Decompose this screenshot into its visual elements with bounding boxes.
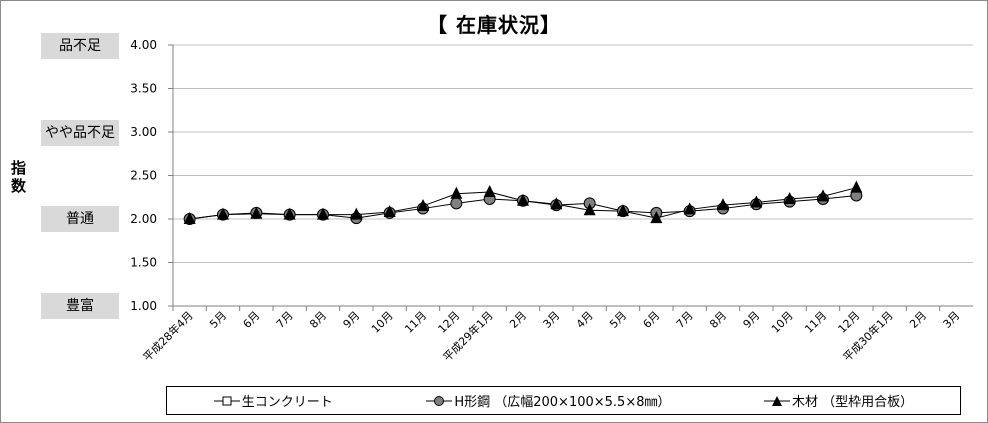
x-tick-label: 5月 xyxy=(207,309,229,331)
x-tick-label: 12月 xyxy=(836,309,863,336)
x-tick-label: 9月 xyxy=(341,309,363,331)
x-tick-label: 7月 xyxy=(274,309,296,331)
y-tick-label: 1.50 xyxy=(130,256,157,270)
data-point-triangle xyxy=(817,189,829,202)
data-point-triangle xyxy=(783,191,796,204)
x-tick-label: 10月 xyxy=(369,309,396,336)
data-point-triangle xyxy=(517,193,529,206)
data-point-triangle xyxy=(483,185,496,198)
x-tick-label: 平成28年4月 xyxy=(140,308,196,364)
data-point-triangle xyxy=(650,211,663,224)
data-point-triangle xyxy=(717,198,729,211)
data-point-triangle xyxy=(250,206,263,219)
data-point-triangle xyxy=(417,198,429,211)
legend-item-concrete: 生コンクリート xyxy=(213,391,333,410)
x-tick-label: 3月 xyxy=(941,309,963,331)
x-tick-label: 11月 xyxy=(802,309,829,336)
data-point-triangle xyxy=(750,195,763,208)
y-tick-label: 4.00 xyxy=(130,38,157,52)
x-tick-label: 3月 xyxy=(541,309,563,331)
x-tick-label: 8月 xyxy=(307,309,329,331)
x-tick-label: 10月 xyxy=(769,309,796,336)
y-tick-label: 1.00 xyxy=(130,299,157,313)
y-tick-label: 3.00 xyxy=(130,125,157,139)
x-tick-label: 4月 xyxy=(574,309,596,331)
x-tick-label: 2月 xyxy=(907,309,929,331)
data-point-triangle xyxy=(350,207,363,220)
data-point-triangle xyxy=(683,202,696,215)
y-axis-label: 指数 xyxy=(11,159,27,195)
x-tick-label: 9月 xyxy=(741,309,763,331)
level-label-plenty: 豊富 xyxy=(41,293,119,319)
legend-label: H形鋼 （広幅200×100×5.5×8㎜） xyxy=(454,395,671,410)
data-point-triangle xyxy=(383,205,396,218)
x-tick-label: 8月 xyxy=(707,309,729,331)
y-tick-label: 3.50 xyxy=(130,82,157,96)
y-tick-label: 2.00 xyxy=(130,212,157,226)
legend: 生コンクリート H形鋼 （広幅200×100×5.5×8㎜） 木材 （型枠用合板… xyxy=(166,386,961,415)
square-marker-icon xyxy=(213,396,240,405)
chart-title: 【 在庫状況】 xyxy=(427,13,561,37)
x-tick-label: 6月 xyxy=(241,309,263,331)
circle-marker-icon xyxy=(426,395,453,406)
level-label-normal: 普通 xyxy=(41,206,119,232)
y-tick-label: 2.50 xyxy=(130,169,157,183)
level-label-slight-shortage: やや品不足 xyxy=(41,120,119,146)
x-tick-label: 7月 xyxy=(674,309,696,331)
legend-item-h-steel: H形鋼 （広幅200×100×5.5×8㎜） xyxy=(426,391,671,410)
data-point-triangle xyxy=(183,212,196,224)
x-tick-label: 12月 xyxy=(436,309,463,336)
data-point-triangle xyxy=(217,207,229,220)
legend-label: 木材 （型枠用合板） xyxy=(792,395,914,410)
legend-label: 生コンクリート xyxy=(241,395,333,410)
data-point-triangle xyxy=(317,207,329,220)
x-tick-label: 5月 xyxy=(607,309,629,331)
data-point-triangle xyxy=(550,197,563,210)
data-point-triangle xyxy=(583,203,596,216)
data-point-triangle xyxy=(450,186,463,199)
data-point-triangle xyxy=(850,180,863,193)
legend-item-lumber: 木材 （型枠用合板） xyxy=(764,391,913,410)
triangle-marker-icon xyxy=(764,395,791,406)
x-tick-label: 11月 xyxy=(402,309,429,336)
data-point-circle xyxy=(450,197,463,210)
data-point-triangle xyxy=(617,204,629,217)
x-tick-label: 2月 xyxy=(507,309,529,331)
data-point-triangle xyxy=(283,207,296,220)
level-label-shortage: 品不足 xyxy=(41,33,119,59)
x-tick-label: 6月 xyxy=(641,309,663,331)
